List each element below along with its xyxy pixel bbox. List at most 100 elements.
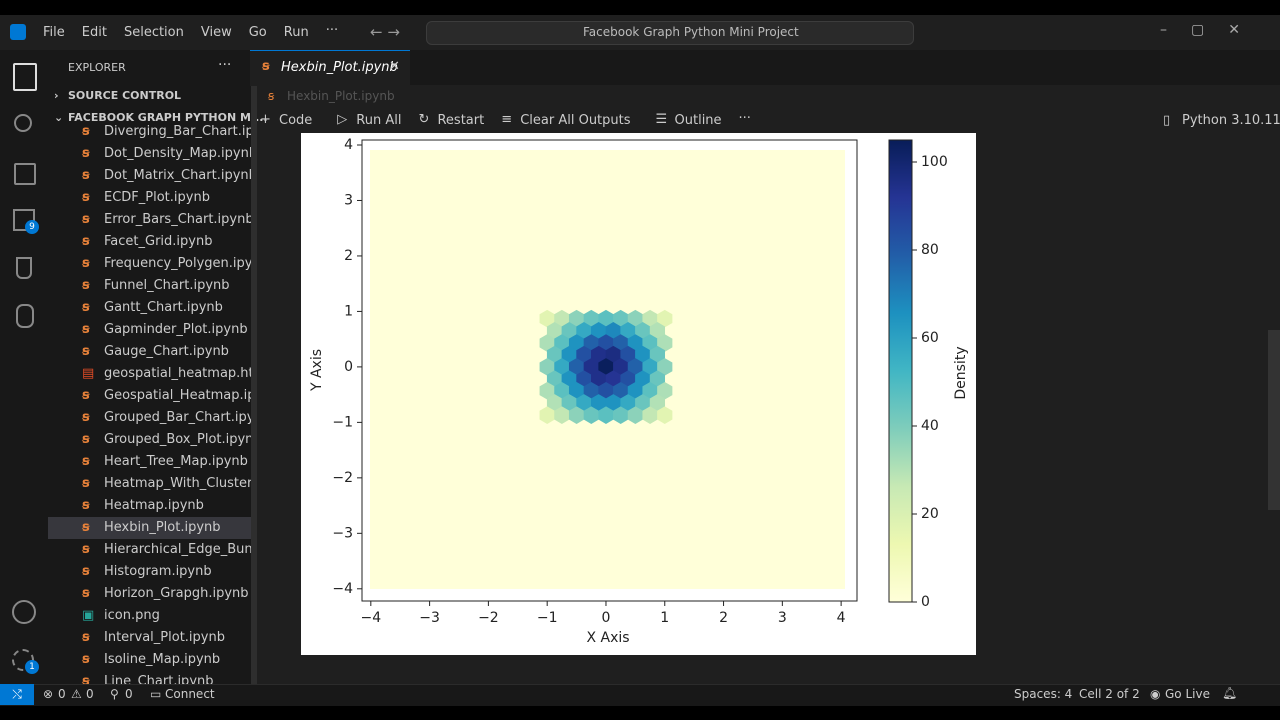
go-live-icon[interactable]: ◉ bbox=[1150, 687, 1161, 701]
more-actions[interactable]: ··· bbox=[218, 57, 232, 73]
tab-close[interactable]: ✕ bbox=[389, 59, 400, 74]
plot-frame bbox=[361, 139, 858, 602]
file-item[interactable]: Grouped_Box_Plot.ipynb bbox=[104, 432, 251, 447]
file-item[interactable]: Heart_Tree_Map.ipynb bbox=[104, 454, 248, 469]
toolbar-icon[interactable]: ▷ bbox=[337, 112, 348, 127]
breadcrumb[interactable]: Hexbin_Plot.ipynb bbox=[287, 89, 395, 103]
active-tab[interactable] bbox=[250, 50, 410, 86]
file-icon: ꞩ bbox=[82, 322, 90, 337]
file-item[interactable]: Hierarchical_Edge_Bun... bbox=[104, 542, 251, 557]
toolbar-button[interactable]: Clear All Outputs bbox=[520, 113, 631, 128]
file-item[interactable]: Diverging_Bar_Chart.ip... bbox=[104, 124, 251, 139]
file-item[interactable]: Line_Chart.ipynb bbox=[104, 674, 214, 684]
status-bar bbox=[0, 684, 1280, 706]
menu-item[interactable]: Edit bbox=[81, 25, 107, 40]
file-icon: ꞩ bbox=[82, 256, 90, 271]
database-icon[interactable] bbox=[16, 304, 34, 328]
file-item[interactable]: Gapminder_Plot.ipynb bbox=[104, 322, 248, 337]
menu-item[interactable]: File bbox=[43, 25, 65, 40]
activity-bar bbox=[0, 50, 49, 684]
errors-icon[interactable]: ⊗ bbox=[43, 687, 54, 701]
file-item[interactable]: Interval_Plot.ipynb bbox=[104, 630, 225, 645]
menu-item[interactable]: Go bbox=[248, 25, 267, 40]
file-icon: ꞩ bbox=[82, 476, 90, 491]
file-item[interactable]: Heatmap.ipynb bbox=[104, 498, 204, 513]
file-icon: ꞩ bbox=[82, 520, 90, 535]
account-icon[interactable] bbox=[12, 600, 36, 624]
file-item[interactable]: Hexbin_Plot.ipynb bbox=[104, 520, 221, 535]
hex-cell bbox=[635, 322, 651, 340]
folder-section[interactable]: FACEBOOK GRAPH PYTHON MI... bbox=[68, 111, 268, 124]
toolbar-more[interactable]: ··· bbox=[738, 111, 751, 126]
explorer-icon[interactable] bbox=[13, 63, 37, 91]
toolbar-button[interactable]: Outline bbox=[674, 113, 722, 128]
tab-title[interactable]: Hexbin_Plot.ipynb bbox=[281, 60, 398, 75]
toolbar-icon[interactable]: ☰ bbox=[655, 112, 668, 127]
file-item[interactable]: Facet_Grid.ipynb bbox=[104, 234, 213, 249]
file-icon: ꞩ bbox=[82, 630, 90, 645]
file-item[interactable]: Isoline_Map.ipynb bbox=[104, 652, 221, 667]
file-item[interactable]: Frequency_Polygen.ipy... bbox=[104, 256, 251, 271]
run-debug-icon[interactable] bbox=[14, 163, 36, 185]
file-item[interactable]: Gantt_Chart.ipynb bbox=[104, 300, 223, 315]
menu-item[interactable]: Selection bbox=[123, 25, 184, 40]
source-control-section[interactable]: SOURCE CONTROL bbox=[68, 89, 182, 102]
cell-position[interactable]: Cell 2 of 2 bbox=[1079, 687, 1140, 701]
file-item[interactable]: ECDF_Plot.ipynb bbox=[104, 190, 210, 205]
ports-count[interactable]: 0 bbox=[125, 687, 133, 701]
search-text[interactable]: Facebook Graph Python Mini Project bbox=[583, 25, 799, 39]
go-live[interactable]: Go Live bbox=[1165, 687, 1210, 701]
file-item[interactable]: Heatmap_With_Clusteri... bbox=[104, 476, 251, 491]
menu-item[interactable]: Run bbox=[283, 25, 309, 40]
file-item[interactable]: Dot_Matrix_Chart.ipynb bbox=[104, 168, 251, 183]
hex-cell bbox=[561, 322, 577, 340]
file-item[interactable]: geospatial_heatmap.html bbox=[104, 366, 251, 381]
menu-more[interactable]: ··· bbox=[325, 23, 339, 38]
file-item[interactable]: Histogram.ipynb bbox=[104, 564, 212, 579]
window-controls[interactable]: –▢✕ bbox=[1160, 22, 1264, 38]
notifications[interactable]: 🔔︎ bbox=[1222, 686, 1238, 700]
connect[interactable]: Connect bbox=[165, 687, 215, 701]
section-chevron[interactable]: › bbox=[54, 89, 59, 102]
toolbar-button[interactable]: Restart bbox=[437, 113, 485, 128]
indentation[interactable]: Spaces: 4 bbox=[1014, 687, 1073, 701]
toolbar-icon[interactable]: ↻ bbox=[418, 112, 430, 127]
testing-icon[interactable] bbox=[16, 257, 32, 279]
file-item[interactable]: Grouped_Bar_Chart.ipy... bbox=[104, 410, 251, 425]
connect-icon[interactable]: ▭ bbox=[150, 687, 162, 701]
file-item[interactable]: Error_Bars_Chart.ipynb bbox=[104, 212, 251, 227]
y-tick-label: −1 bbox=[332, 414, 353, 430]
search-box[interactable] bbox=[426, 21, 914, 45]
hex-cell bbox=[583, 406, 599, 424]
toolbar-icon[interactable]: + bbox=[260, 112, 271, 127]
y-tick-label: 1 bbox=[344, 303, 353, 319]
nav-arrows[interactable]: ← → bbox=[370, 23, 400, 41]
colorbar-tick-label: 20 bbox=[921, 506, 939, 522]
file-item[interactable]: Dot_Density_Map.ipynb bbox=[104, 146, 251, 161]
file-item[interactable]: Funnel_Chart.ipynb bbox=[104, 278, 230, 293]
section-chevron[interactable]: ⌄ bbox=[54, 111, 64, 124]
hex-cell bbox=[613, 309, 629, 328]
file-item[interactable]: icon.png bbox=[104, 608, 160, 623]
toolbar-icon[interactable]: ≡ bbox=[501, 112, 513, 127]
search-icon[interactable] bbox=[14, 114, 32, 132]
kernel-picker[interactable]: Python 3.10.11 bbox=[1182, 113, 1280, 128]
y-tick-label: −4 bbox=[332, 581, 353, 597]
warnings-count[interactable]: 0 bbox=[86, 687, 94, 701]
file-item[interactable]: Gauge_Chart.ipynb bbox=[104, 344, 229, 359]
toolbar-button[interactable]: Run All bbox=[356, 113, 402, 128]
warnings-icon[interactable]: ⚠ bbox=[71, 687, 82, 701]
remote-button[interactable]: ⤭ bbox=[0, 684, 34, 705]
file-item[interactable]: Horizon_Grapgh.ipynb bbox=[104, 586, 249, 601]
hex-cell bbox=[613, 381, 629, 400]
file-item[interactable]: Geospatial_Heatmap.ip... bbox=[104, 388, 251, 403]
ports-icon[interactable]: ⚲ bbox=[110, 687, 119, 701]
hex-cell bbox=[539, 334, 555, 352]
toolbar-button[interactable]: Code bbox=[279, 113, 313, 128]
menu-item[interactable]: View bbox=[200, 25, 232, 40]
file-icon: ꞩ bbox=[82, 190, 90, 205]
errors-count[interactable]: 0 bbox=[58, 687, 66, 701]
hex-cell bbox=[546, 394, 563, 412]
hex-cell bbox=[591, 345, 607, 364]
